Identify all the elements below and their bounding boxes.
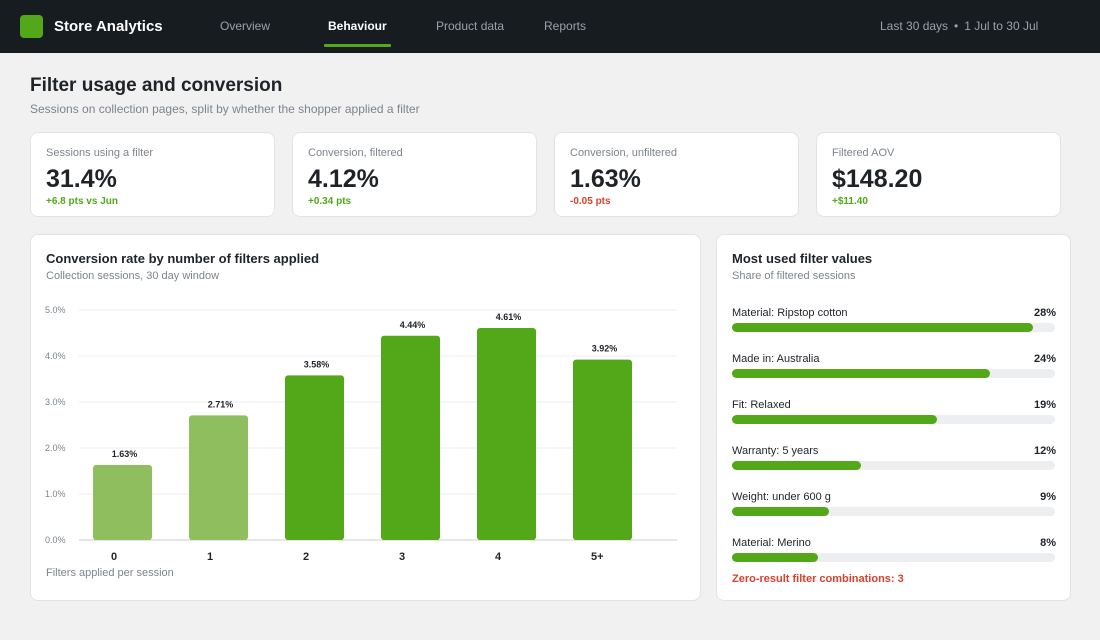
kpi-label: Conversion, filtered xyxy=(308,147,403,159)
tab-behaviour[interactable]: Behaviour xyxy=(328,19,387,33)
bar-4 xyxy=(477,327,536,540)
filter-bar-fill xyxy=(732,415,937,424)
kpi-delta: -0.05 pts xyxy=(570,196,611,207)
x-tick-label: 3 xyxy=(399,551,405,563)
filter-bar-fill xyxy=(732,369,991,378)
filter-row-made-in-australia: Made in: Australia 24% xyxy=(732,353,1056,393)
bar-data-label: 1.63% xyxy=(112,449,138,459)
filter-row-weight-under-600g: Weight: under 600 g 9% xyxy=(732,491,1056,531)
bar-data-label: 2.71% xyxy=(208,399,234,409)
date-range-picker[interactable]: Last 30 days • 1 Jul to 30 Jul xyxy=(880,19,1038,33)
filter-share: 12% xyxy=(1033,445,1056,457)
kpi-value: $148.20 xyxy=(832,165,923,193)
filter-share: 9% xyxy=(1040,491,1056,503)
filters-panel-title: Most used filter values xyxy=(732,251,873,266)
kpi-card-conversion-filtered: Conversion, filtered 4.12% +0.34 pts xyxy=(292,132,537,217)
filter-label: Fit: Relaxed xyxy=(732,399,791,411)
bar-2 xyxy=(285,375,344,540)
conversion-bar-chart: 0.0% 1.0% 2.0% 3.0% 4.0% 5.0% 1.63% 0 2.71% 1 3.58… xyxy=(45,305,677,563)
chart-x-axis-label: Filters applied per session xyxy=(46,567,174,579)
conversion-chart-card: 0.0% 1.0% 2.0% 3.0% 4.0% 5.0% 1.63% 0 2.71% 1 3.58… xyxy=(30,234,701,601)
filter-bar-track xyxy=(732,507,1055,516)
filters-panel-subtitle: Share of filtered sessions xyxy=(732,270,856,282)
date-range-preset: Last 30 days xyxy=(880,19,949,33)
x-tick-label: 4 xyxy=(495,551,502,563)
filter-share: 8% xyxy=(1040,537,1056,549)
filter-values-card: Most used filter values Share of filtere… xyxy=(716,234,1071,601)
filter-bar-track xyxy=(732,323,1055,332)
app-title: Store Analytics xyxy=(54,18,163,35)
kpi-card-conversion-unfiltered: Conversion, unfiltered 1.63% -0.05 pts xyxy=(554,132,799,217)
filter-row-warranty-5-years: Warranty: 5 years 12% xyxy=(732,445,1056,485)
x-tick-label: 0 xyxy=(111,551,117,563)
filter-bar-fill xyxy=(732,507,829,516)
filter-row-ripstop-cotton: Material: Ripstop cotton 28% xyxy=(732,307,1056,347)
filter-bar-track xyxy=(732,461,1055,470)
kpi-card-filtered-aov: Filtered AOV $148.20 +$11.40 xyxy=(816,132,1061,217)
filter-row-material-merino: Material: Merino 8% xyxy=(732,537,1056,577)
filter-bar-track xyxy=(732,553,1055,562)
x-tick-label: 2 xyxy=(303,551,309,563)
bar-0 xyxy=(93,465,152,540)
tab-reports[interactable]: Reports xyxy=(544,19,587,33)
kpi-delta: +0.34 pts xyxy=(308,196,352,207)
chart-title: Conversion rate by number of filters app… xyxy=(46,251,320,266)
kpi-value: 4.12% xyxy=(308,165,379,193)
filter-label: Made in: Australia xyxy=(732,353,820,365)
x-tick-label: 5+ xyxy=(591,551,604,563)
tab-product-data[interactable]: Product data xyxy=(436,19,505,33)
filter-label: Material: Ripstop cotton xyxy=(732,307,848,319)
page-subtitle: Sessions on collection pages, split by w… xyxy=(30,102,420,116)
kpi-delta: +6.8 pts vs Jun xyxy=(46,196,118,207)
filter-bar-fill xyxy=(732,461,862,470)
filter-bar-track xyxy=(732,415,1055,424)
x-tick-label: 1 xyxy=(207,551,213,563)
bar-3 xyxy=(381,335,440,540)
kpi-value: 1.63% xyxy=(570,165,641,193)
filter-bar-track xyxy=(732,369,1055,378)
kpi-value: 31.4% xyxy=(46,165,117,193)
bar-data-label: 3.58% xyxy=(304,359,330,369)
chart-subtitle: Collection sessions, 30 day window xyxy=(46,270,220,282)
filter-bar-fill xyxy=(732,553,819,562)
bar-data-label: 4.61% xyxy=(496,312,522,322)
store-logo-icon[interactable] xyxy=(20,15,43,38)
kpi-card-sessions-using-filter: Sessions using a filter 31.4% +6.8 pts v… xyxy=(30,132,275,217)
tab-overview[interactable]: Overview xyxy=(220,19,271,33)
bar-1 xyxy=(189,415,248,540)
bar-data-label: 4.44% xyxy=(400,320,426,330)
bar-5+ xyxy=(573,359,632,540)
filter-share: 28% xyxy=(1033,307,1056,319)
active-tab-indicator xyxy=(324,44,391,47)
page-title: Filter usage and conversion xyxy=(30,75,283,96)
y-tick-label: 2.0% xyxy=(45,443,66,453)
y-tick-label: 0.0% xyxy=(45,535,66,545)
kpi-label: Sessions using a filter xyxy=(46,147,153,159)
separator-dot-icon: • xyxy=(954,19,959,33)
zero-result-warning[interactable]: Zero-result filter combinations: 3 xyxy=(732,573,904,585)
date-range-dates: 1 Jul to 30 Jul xyxy=(964,19,1039,33)
filter-label: Weight: under 600 g xyxy=(732,491,831,503)
filter-bar-fill xyxy=(732,323,1034,332)
filter-label: Warranty: 5 years xyxy=(732,445,819,457)
y-tick-label: 3.0% xyxy=(45,397,66,407)
y-tick-label: 5.0% xyxy=(45,305,66,315)
kpi-label: Conversion, unfiltered xyxy=(570,147,678,159)
bar-data-label: 3.92% xyxy=(592,344,618,354)
kpi-delta: +$11.40 xyxy=(832,196,868,207)
filter-share: 24% xyxy=(1033,353,1056,365)
filter-label: Material: Merino xyxy=(732,537,811,549)
filter-row-fit-relaxed: Fit: Relaxed 19% xyxy=(732,399,1056,439)
top-bar: Store Analytics Overview Behaviour Produ… xyxy=(0,0,1100,53)
kpi-label: Filtered AOV xyxy=(832,147,895,159)
y-tick-label: 4.0% xyxy=(45,351,66,361)
y-tick-label: 1.0% xyxy=(45,489,66,499)
filter-share: 19% xyxy=(1033,399,1056,411)
